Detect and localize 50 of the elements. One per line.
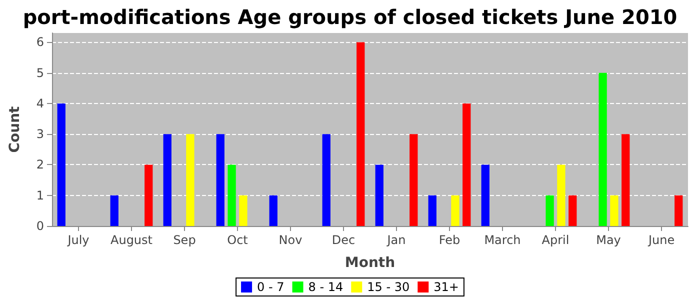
bar	[110, 195, 118, 226]
bar	[546, 195, 554, 226]
x-tick-label: May	[596, 233, 621, 247]
bar	[186, 134, 194, 226]
bar	[216, 134, 224, 226]
y-tick-label: 6	[36, 35, 44, 50]
bar	[269, 195, 278, 226]
bar	[451, 195, 460, 226]
legend-label: 31+	[434, 280, 459, 294]
legend-label: 0 - 7	[257, 280, 284, 294]
x-tick-label: Feb	[438, 233, 460, 247]
bar	[557, 164, 566, 226]
y-tick-label: 4	[36, 96, 44, 110]
legend-label: 15 - 30	[367, 280, 410, 294]
legend-label: 8 - 14	[308, 280, 344, 294]
x-tick-label: August	[110, 233, 153, 247]
bar	[568, 195, 577, 226]
x-tick-label: June	[647, 233, 675, 247]
bar	[322, 134, 330, 226]
y-tick-label: 0	[36, 219, 44, 233]
bar	[462, 103, 471, 226]
chart-title: port-modifications Age groups of closed tickets June 2010	[22, 5, 678, 29]
bar	[598, 72, 607, 226]
bar	[428, 195, 436, 226]
y-tick-label: 1	[36, 188, 44, 202]
bar	[57, 103, 66, 226]
x-tick-label: Sep	[173, 233, 196, 247]
x-tick-label: Jan	[386, 233, 406, 247]
bar	[144, 164, 153, 226]
y-tick-label: 5	[36, 66, 44, 80]
x-tick-label: Dec	[332, 233, 356, 247]
y-axis-title: Count	[7, 106, 23, 153]
x-tick-label: March	[484, 233, 521, 247]
bar	[163, 134, 172, 226]
y-tick-label: 3	[36, 127, 44, 142]
bar	[375, 164, 384, 226]
x-tick-label: Oct	[227, 233, 248, 247]
bar	[481, 164, 490, 226]
bar	[356, 42, 365, 226]
x-tick-label: April	[542, 233, 570, 247]
bar	[622, 134, 630, 226]
bar	[674, 195, 683, 226]
x-axis-title: Month	[344, 255, 396, 271]
bar	[410, 134, 418, 226]
bar	[239, 195, 248, 226]
x-tick-label: July	[66, 233, 90, 247]
x-tick-label: Nov	[278, 233, 302, 247]
bar	[610, 195, 618, 226]
y-tick-label: 2	[36, 158, 44, 172]
bar	[228, 164, 236, 226]
